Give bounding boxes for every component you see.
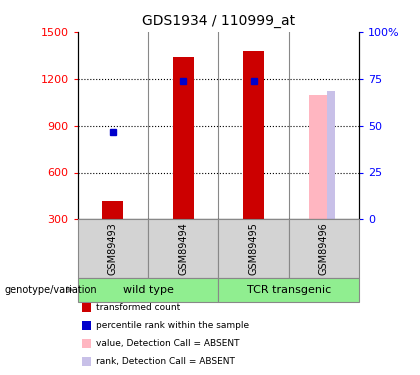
Text: GSM89493: GSM89493	[108, 222, 118, 275]
Text: GSM89496: GSM89496	[319, 222, 329, 275]
Title: GDS1934 / 110999_at: GDS1934 / 110999_at	[142, 14, 295, 28]
Text: TCR transgenic: TCR transgenic	[247, 285, 331, 295]
Bar	[173, 57, 194, 219]
Bar	[327, 91, 335, 219]
Text: transformed count: transformed count	[96, 303, 181, 312]
Text: percentile rank within the sample: percentile rank within the sample	[96, 321, 249, 330]
Text: GSM89494: GSM89494	[178, 222, 188, 275]
Text: wild type: wild type	[123, 285, 173, 295]
Text: rank, Detection Call = ABSENT: rank, Detection Call = ABSENT	[96, 357, 235, 366]
Text: value, Detection Call = ABSENT: value, Detection Call = ABSENT	[96, 339, 240, 348]
Bar	[309, 95, 329, 219]
Text: GSM89495: GSM89495	[249, 222, 259, 275]
Text: genotype/variation: genotype/variation	[4, 285, 97, 295]
Bar	[243, 51, 264, 219]
Bar	[102, 201, 123, 219]
